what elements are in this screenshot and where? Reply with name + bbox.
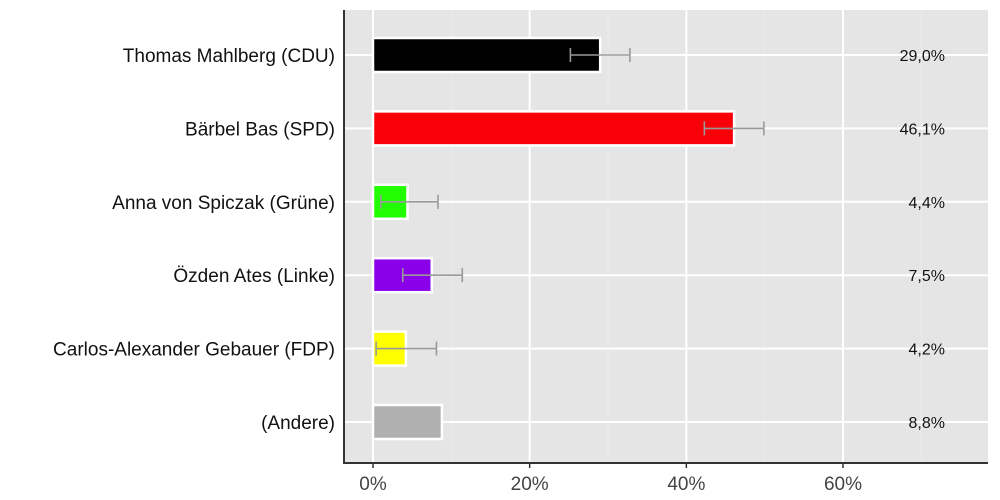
plot-panel bbox=[344, 10, 988, 462]
x-tick-label: 40% bbox=[667, 474, 705, 495]
value-label: 8,8% bbox=[909, 415, 945, 432]
value-label: 7,5% bbox=[909, 268, 945, 285]
error-bar bbox=[380, 194, 439, 209]
category-label: Carlos-Alexander Gebauer (FDP) bbox=[53, 340, 335, 361]
value-labels: 29,0% 46,1% 4,4% 7,5% 4,2% 8,8% bbox=[900, 48, 945, 432]
error-bars bbox=[375, 48, 765, 356]
value-label: 4,2% bbox=[909, 342, 945, 359]
error-bar bbox=[569, 48, 631, 62]
category-label: Özden Ates (Linke) bbox=[173, 266, 335, 287]
value-label: 46,1% bbox=[900, 121, 945, 138]
category-label: Thomas Mahlberg (CDU) bbox=[123, 46, 335, 67]
value-label: 29,0% bbox=[900, 48, 945, 65]
x-tick-label: 0% bbox=[359, 474, 387, 495]
bar bbox=[371, 110, 736, 147]
bar bbox=[371, 36, 602, 74]
value-label: 4,4% bbox=[909, 195, 945, 212]
category-label: Anna von Spiczak (Grüne) bbox=[112, 193, 335, 214]
bar bbox=[371, 403, 444, 441]
category-label: (Andere) bbox=[261, 413, 335, 434]
error-bar bbox=[401, 268, 464, 283]
x-tick-label: 60% bbox=[824, 474, 862, 495]
category-label: Bärbel Bas (SPD) bbox=[185, 119, 335, 140]
error-bar bbox=[375, 341, 438, 356]
error-bar bbox=[703, 121, 765, 136]
x-axis-ticks: 0% 20% 40% 60% bbox=[359, 463, 862, 495]
minor-gridlines bbox=[450, 10, 922, 462]
category-labels: Thomas Mahlberg (CDU) Bärbel Bas (SPD) Ann… bbox=[53, 46, 335, 434]
x-tick-label: 20% bbox=[511, 474, 549, 495]
